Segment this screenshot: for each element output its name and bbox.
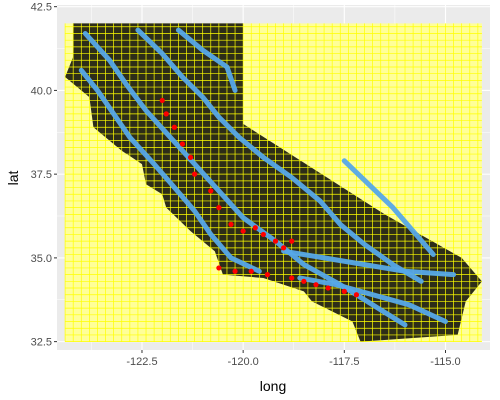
red-point — [187, 154, 194, 161]
red-point — [159, 97, 165, 104]
red-point — [353, 292, 360, 298]
red-point — [260, 231, 266, 238]
y-tick-label: 32.5 — [31, 337, 52, 349]
red-point — [301, 278, 307, 284]
red-point — [163, 111, 169, 117]
x-tick-label: -115.0 — [430, 356, 460, 368]
red-point — [191, 171, 198, 177]
y-tick-label: 40.0 — [31, 85, 52, 97]
red-point — [232, 268, 238, 274]
red-point — [252, 225, 258, 231]
red-point — [179, 141, 186, 147]
x-tick-label: -117.5 — [329, 356, 359, 368]
x-tick-label: -120.0 — [228, 356, 259, 368]
blue-feature-band — [78, 67, 262, 274]
y-tick-label: 42.5 — [31, 2, 52, 14]
data-marks — [78, 27, 457, 328]
state-polygon — [65, 23, 482, 342]
grid-cell-lines — [64, 23, 482, 342]
blue-feature-band — [175, 27, 238, 93]
red-point — [248, 268, 254, 274]
blue-feature-band — [281, 248, 457, 278]
y-axis-title: lat — [5, 171, 21, 186]
red-point — [264, 272, 271, 278]
x-tick-label: -122.5 — [126, 356, 157, 368]
red-point — [289, 238, 295, 244]
y-tick-label: 37.5 — [31, 169, 52, 181]
red-point — [216, 205, 222, 211]
red-point — [171, 124, 177, 130]
red-point — [272, 238, 279, 244]
red-point — [289, 275, 295, 281]
red-point — [216, 265, 222, 271]
y-axis-ticks: 32.5 35.0 37.5 40.0 42.5 — [31, 2, 57, 349]
blue-feature-band — [297, 275, 448, 324]
red-point — [281, 245, 287, 251]
blue-feature-band — [135, 27, 424, 284]
red-point — [325, 285, 331, 291]
x-axis-title: long — [260, 378, 286, 394]
red-point — [240, 228, 246, 234]
blue-feature-band — [341, 158, 436, 257]
red-point — [313, 282, 319, 288]
red-point — [208, 188, 214, 194]
red-point — [228, 221, 234, 227]
y-tick-label: 35.0 — [31, 253, 52, 265]
x-axis-ticks: -122.5 -120.0 -117.5 -115.0 — [126, 350, 461, 368]
red-point — [341, 288, 347, 294]
